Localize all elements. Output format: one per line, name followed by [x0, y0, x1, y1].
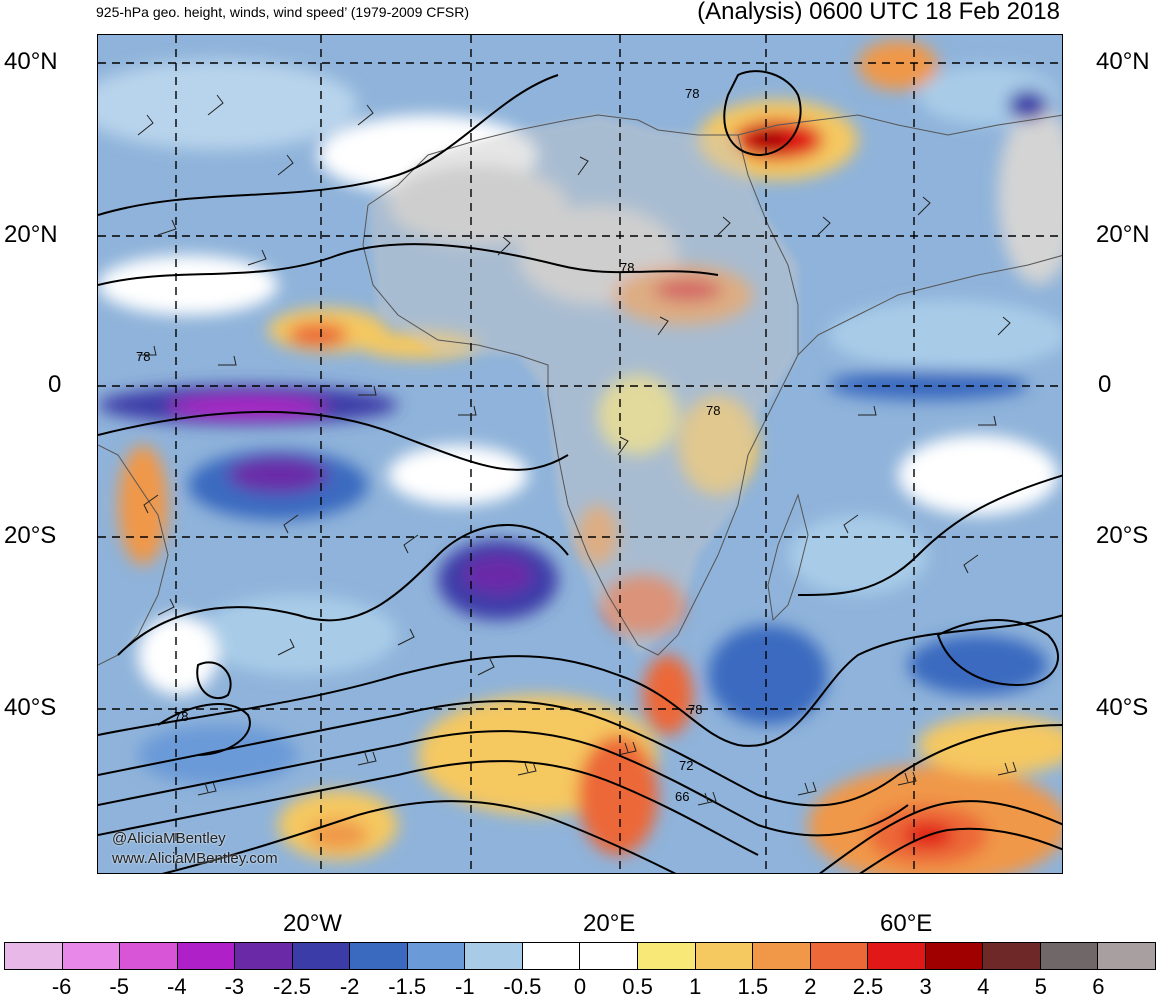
graticule	[98, 35, 1062, 873]
credit-handle: @AliciaMBentley	[112, 830, 226, 847]
colorbar-tick-label: 2	[804, 974, 817, 999]
colorbar-swatch	[350, 943, 408, 969]
colorbar-tick-label: 1	[689, 974, 702, 999]
lat-label-right: 20°N	[1096, 221, 1150, 248]
colorbar-swatch	[925, 943, 984, 969]
contour-label: 78	[706, 403, 720, 418]
lat-label-left: 20°N	[4, 221, 58, 248]
colorbar-swatch	[695, 943, 754, 969]
colorbar-swatch	[465, 943, 523, 969]
lat-label-left: 40°S	[4, 694, 57, 721]
colorbar-swatch	[5, 943, 63, 969]
colorbar-tick-label: 4	[977, 974, 990, 999]
colorbar-swatch	[580, 943, 639, 969]
contour-label: 78	[620, 260, 634, 275]
colorbar-labels: -6 -5 -4 -3 -2.5 -2 -1.5 -1 -0.5 0 0.5 1 1.5 2 2.5 3 4 5 6	[0, 974, 1160, 999]
colorbar-tick-label: -2	[339, 974, 360, 999]
colorbar-swatch	[407, 943, 466, 969]
contour-label-group: 78 78 78 78 78 78 72 66	[136, 86, 720, 804]
colorbar-swatch	[810, 943, 869, 969]
colorbar-swatch	[235, 943, 293, 969]
colorbar-tick-label: -2.5	[273, 974, 311, 999]
contour-label: 78	[685, 86, 699, 101]
colorbar-tick-label: -4	[167, 974, 187, 999]
map-title: (Analysis) 0600 UTC 18 Feb 2018	[697, 0, 1060, 25]
colorbar-tick-label: -6	[51, 974, 72, 999]
colorbar-tick-label: -3	[224, 974, 245, 999]
lat-label-left: 0	[48, 371, 62, 398]
colorbar-swatch	[292, 943, 351, 969]
colorbar-swatch	[1098, 943, 1155, 969]
wind-barbs	[137, 94, 1017, 806]
colorbar-swatch	[868, 943, 926, 969]
colorbar-tick-label: 6	[1092, 974, 1105, 999]
contour-label: 78	[174, 709, 188, 724]
lon-label: 20°W	[283, 910, 342, 937]
colorbar-tick-label: 3	[919, 974, 932, 999]
lon-label: 60°E	[880, 910, 933, 937]
colorbar-tick-label: 2.5	[852, 974, 884, 999]
colorbar-swatch	[638, 943, 696, 969]
colorbar-tick-label: 5	[1034, 974, 1047, 999]
colorbar-swatch	[983, 943, 1041, 969]
colorbar-tick-label: -1	[455, 974, 475, 999]
colorbar-swatch	[753, 943, 811, 969]
lat-label-left: 40°N	[4, 48, 58, 75]
credit-site: www.AliciaMBentley.com	[112, 850, 278, 867]
colorbar-swatch	[1040, 943, 1099, 969]
contour-label: 66	[675, 789, 689, 804]
land-mask	[368, 115, 798, 655]
colorbar-swatch	[120, 943, 178, 969]
colorbar-tick-label: 0	[573, 974, 587, 999]
contour-label: 78	[688, 702, 702, 717]
map-canvas: 78 78 78 78 78 78 72 66	[97, 34, 1063, 874]
lat-label-right: 0	[1098, 371, 1112, 398]
map-svg: 78 78 78 78 78 78 72 66	[98, 35, 1062, 873]
contour-label: 78	[136, 349, 150, 364]
colorbar	[4, 942, 1156, 970]
height-contours	[98, 70, 1062, 873]
colorbar-tick-label: 1.5	[737, 974, 769, 999]
colorbar-tick-label: -0.5	[503, 974, 542, 999]
colorbar-tick-label: -1.5	[388, 974, 427, 999]
lon-label: 20°E	[583, 910, 636, 937]
colorbar-swatch	[522, 943, 581, 969]
lat-label-right: 40°N	[1096, 48, 1150, 75]
colorbar-swatch	[177, 943, 236, 969]
lat-label-right: 20°S	[1096, 522, 1149, 549]
map-subtitle: 925-hPa geo. height, winds, wind speed’ …	[96, 4, 470, 20]
colorbar-tick-label: 0.5	[622, 974, 653, 999]
lat-label-left: 20°S	[4, 522, 57, 549]
lat-label-right: 40°S	[1096, 694, 1149, 721]
colorbar-tick-label: -5	[109, 974, 129, 999]
colorbar-swatch	[62, 943, 121, 969]
contour-label: 72	[679, 758, 693, 773]
